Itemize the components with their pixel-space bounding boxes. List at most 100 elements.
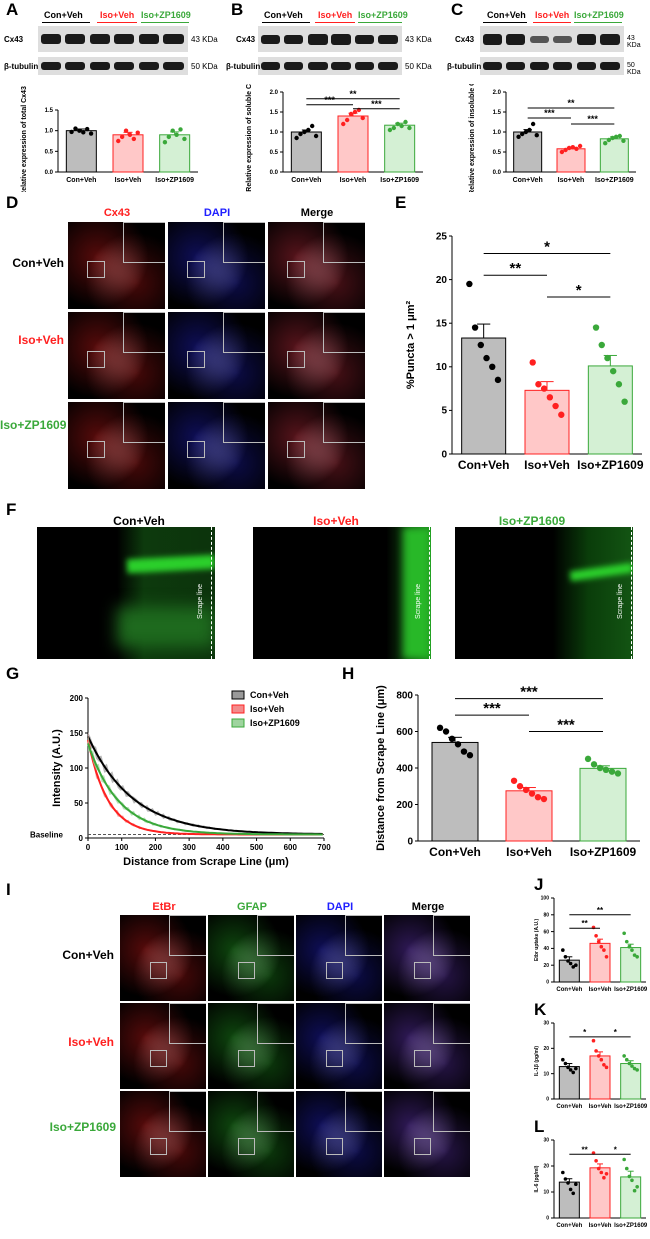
y-tick-label-G: 100: [70, 764, 84, 773]
x-tick-label-C-iso: Iso+Veh: [558, 177, 585, 184]
data-point-C-con: [523, 129, 529, 135]
data-point-L-con: [571, 1191, 576, 1196]
data-point-H-iso: [540, 795, 548, 803]
x-tick-label-J-con: Con+Veh: [556, 987, 582, 993]
d-row-zp: Iso+ZP1609: [0, 418, 67, 432]
data-point-C-iso: [559, 149, 565, 155]
y-tick-label-C: 2.0: [493, 90, 502, 96]
igrid-image-0-2: [296, 915, 382, 1001]
data-point-H-zp: [596, 764, 604, 772]
data-point-B-iso: [348, 111, 354, 117]
data-point-B-con: [302, 129, 307, 135]
data-point-L-zp: [632, 1188, 637, 1193]
dgrid-roi-2-2: [287, 441, 305, 458]
legend-swatch-G-0: [231, 690, 245, 700]
y-axis-label-E: %Puncta > 1 μm²: [405, 300, 417, 389]
x-tick-label-B-zp: Iso+ZP1609: [380, 177, 419, 184]
y-tick-label-E: 15: [436, 319, 448, 330]
data-point-B-con: [306, 127, 311, 133]
igrid-roi-0-1: [238, 962, 255, 979]
data-point-B-con: [309, 123, 315, 129]
y-tick-label-C: 1.0: [493, 130, 502, 136]
data-point-L-con: [574, 1182, 578, 1186]
data-point-L-iso: [602, 1175, 606, 1180]
igrid-roi-2-1: [238, 1138, 255, 1155]
data-point-L-zp: [635, 1185, 639, 1189]
x-axis-label-G: Distance from Scrape Line (μm): [123, 856, 289, 868]
bar-L-zp: [620, 1176, 642, 1219]
y-tick-label-E: 20: [436, 275, 448, 286]
data-point-E-con: [494, 376, 502, 384]
sig-label-E: **: [509, 260, 521, 277]
data-point-A-con: [81, 130, 86, 135]
data-point-J-con: [566, 959, 570, 963]
y-tick-label-G: 200: [70, 694, 84, 703]
dgrid-image-0-0: [68, 222, 165, 309]
data-point-B-iso: [341, 121, 346, 127]
data-point-C-con: [520, 131, 525, 137]
panel-letter-b: B: [231, 0, 244, 19]
data-point-K-con: [568, 1068, 573, 1072]
x-tick-label-H-zp: Iso+ZP1609: [570, 845, 637, 859]
data-point-H-con: [436, 724, 444, 732]
x-tick-label-B-con: Con+Veh: [291, 177, 321, 184]
sig-label-B: ***: [324, 95, 335, 105]
data-point-K-zp: [624, 1057, 629, 1062]
panel-letter-j: J: [534, 875, 544, 894]
d-row-con: Con+Veh: [12, 256, 64, 270]
data-point-C-zp: [617, 133, 622, 139]
x-tick-label-K-con: Con+Veh: [556, 1104, 582, 1110]
x-tick-label-A-con: Con+Veh: [66, 177, 96, 184]
sig-label-H: ***: [483, 700, 501, 717]
dgrid-inset-0-0: [123, 222, 165, 263]
data-point-C-iso: [570, 145, 576, 150]
y-tick-label-B: 1.5: [270, 110, 279, 116]
y-tick-label-L: 0: [546, 1216, 549, 1222]
chart-j-etbr-uptake: 0 20 40 60 80 100 Etbr uptake (A.U.) Con+Veh Iso…: [534, 896, 648, 993]
y-tick-label-H: 0: [407, 836, 413, 847]
y-axis-label-B: Relative expression of soluble Cx43: [246, 84, 253, 192]
x-tick-label-H-con: Con+Veh: [429, 845, 481, 859]
blot-a-cx43-label: Cx43: [4, 35, 24, 44]
data-point-A-con: [73, 126, 78, 131]
d-col-cx43: Cx43: [103, 207, 131, 219]
i-row-zp: Iso+ZP1609: [49, 1120, 116, 1134]
igrid-roi-0-0: [150, 962, 167, 979]
x-tick-label-G: 300: [182, 843, 196, 852]
y-axis-label-K: IL-1β (pg/ml): [534, 1046, 540, 1076]
data-point-B-con: [313, 133, 319, 139]
dgrid-roi-1-2: [287, 351, 305, 368]
data-point-B-zp: [391, 125, 397, 131]
data-point-A-iso: [119, 134, 125, 140]
bar-H-zp: [579, 767, 627, 842]
data-point-J-zp: [624, 939, 629, 944]
bar-B-zp: [384, 124, 416, 173]
data-point-J-iso: [594, 934, 598, 938]
y-tick-label-E: 5: [441, 406, 447, 417]
y-axis-label-J: Etbr uptake (A.U.): [534, 919, 540, 962]
data-point-H-iso: [516, 783, 524, 790]
data-point-J-zp: [635, 955, 639, 959]
f-scrape-line-iso: Scrape line: [415, 583, 422, 619]
data-point-K-zp: [622, 1054, 626, 1058]
blot-a-tubulin-label: β-tubulin: [4, 62, 39, 71]
data-point-L-zp: [622, 1157, 626, 1162]
dgrid-inset-1-2: [323, 312, 365, 353]
data-point-L-con: [566, 1181, 570, 1185]
dgrid-inset-0-1: [223, 222, 265, 263]
igrid-inset-0-0: [169, 915, 206, 956]
data-point-H-con: [448, 735, 456, 742]
y-tick-label-A: 1.0: [45, 129, 54, 135]
y-tick-label-J: 40: [543, 946, 549, 952]
data-point-H-iso: [534, 794, 542, 801]
data-point-A-zp: [170, 128, 175, 133]
igrid-inset-2-1: [257, 1091, 294, 1132]
blot-b-cx43-strip: [258, 26, 402, 52]
data-point-B-iso: [344, 117, 350, 123]
data-point-K-zp: [627, 1061, 632, 1066]
data-point-E-zp: [598, 341, 605, 349]
data-point-A-iso: [135, 130, 140, 135]
blot-a-iso-label: Iso+Veh: [100, 10, 135, 20]
blot-c-kda43: 43 KDa: [627, 35, 641, 49]
igrid-image-0-0: [120, 915, 206, 1001]
